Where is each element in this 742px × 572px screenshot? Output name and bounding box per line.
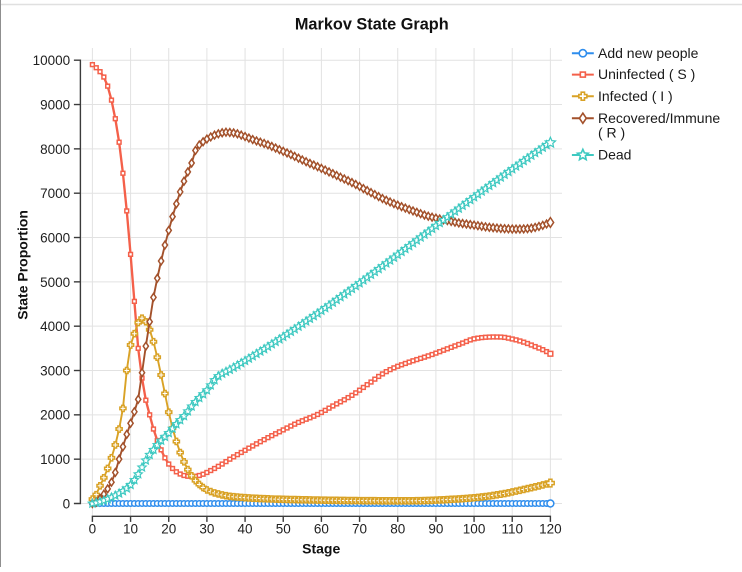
svg-text:7000: 7000	[40, 186, 70, 201]
svg-text:60: 60	[314, 522, 329, 537]
svg-text:0: 0	[89, 522, 97, 537]
svg-text:1000: 1000	[40, 452, 70, 467]
svg-text:State Proportion: State Proportion	[15, 210, 31, 320]
svg-text:Infected ( I ): Infected ( I )	[598, 88, 673, 104]
svg-text:70: 70	[352, 522, 367, 537]
svg-text:6000: 6000	[40, 230, 70, 245]
svg-text:Add new people: Add new people	[598, 45, 699, 61]
svg-text:10000: 10000	[33, 53, 71, 68]
svg-text:20: 20	[161, 522, 176, 537]
svg-text:Recovered/Immune: Recovered/Immune	[598, 110, 720, 126]
svg-text:10: 10	[123, 522, 138, 537]
svg-text:Markov State Graph: Markov State Graph	[295, 15, 449, 33]
svg-text:3000: 3000	[40, 363, 70, 378]
svg-text:( R ): ( R )	[598, 125, 625, 141]
svg-text:9000: 9000	[40, 97, 70, 112]
svg-text:8000: 8000	[40, 142, 70, 157]
svg-text:2000: 2000	[40, 408, 70, 423]
svg-text:40: 40	[238, 522, 253, 537]
svg-text:80: 80	[390, 522, 405, 537]
svg-text:90: 90	[428, 522, 443, 537]
svg-text:120: 120	[539, 522, 562, 537]
svg-text:30: 30	[199, 522, 214, 537]
svg-text:Dead: Dead	[598, 147, 631, 163]
svg-text:110: 110	[501, 522, 523, 537]
svg-text:100: 100	[463, 522, 486, 537]
svg-text:Uninfected ( S ): Uninfected ( S )	[598, 66, 695, 82]
svg-text:4000: 4000	[40, 319, 70, 334]
svg-text:5000: 5000	[40, 275, 70, 290]
svg-text:0: 0	[63, 496, 71, 511]
svg-text:Stage: Stage	[302, 541, 340, 557]
svg-text:50: 50	[276, 522, 291, 537]
